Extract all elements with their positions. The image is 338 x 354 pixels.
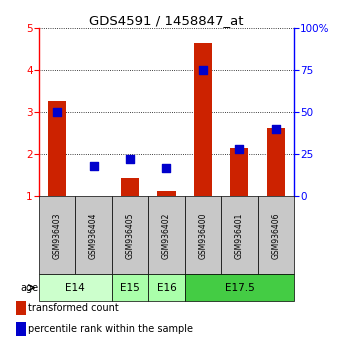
FancyBboxPatch shape: [39, 196, 75, 274]
Text: GSM936403: GSM936403: [53, 212, 62, 259]
Point: [54, 110, 60, 115]
FancyBboxPatch shape: [112, 196, 148, 274]
Text: GSM936401: GSM936401: [235, 212, 244, 259]
FancyBboxPatch shape: [39, 274, 112, 301]
Text: E14: E14: [66, 282, 85, 293]
Text: E17.5: E17.5: [224, 282, 254, 293]
Text: GSM936404: GSM936404: [89, 212, 98, 259]
Text: age: age: [20, 282, 38, 293]
FancyBboxPatch shape: [148, 274, 185, 301]
Bar: [17, 322, 26, 336]
Text: percentile rank within the sample: percentile rank within the sample: [28, 324, 193, 334]
FancyBboxPatch shape: [258, 196, 294, 274]
Text: GSM936405: GSM936405: [125, 212, 135, 259]
FancyBboxPatch shape: [148, 196, 185, 274]
FancyBboxPatch shape: [221, 196, 258, 274]
Bar: [267, 129, 285, 196]
Text: GSM936402: GSM936402: [162, 212, 171, 259]
FancyBboxPatch shape: [112, 274, 148, 301]
Title: GDS4591 / 1458847_at: GDS4591 / 1458847_at: [89, 14, 244, 27]
Bar: [194, 43, 212, 196]
Bar: [158, 192, 175, 196]
Point: [164, 165, 169, 171]
Bar: [230, 148, 248, 196]
Text: GSM936400: GSM936400: [198, 212, 208, 259]
Bar: [48, 101, 66, 196]
FancyBboxPatch shape: [185, 274, 294, 301]
Point: [91, 163, 96, 169]
Text: E16: E16: [156, 282, 176, 293]
FancyBboxPatch shape: [185, 196, 221, 274]
Text: E15: E15: [120, 282, 140, 293]
FancyBboxPatch shape: [75, 196, 112, 274]
Bar: [121, 178, 139, 196]
Text: GSM936406: GSM936406: [271, 212, 280, 259]
Point: [127, 156, 133, 162]
Point: [273, 126, 279, 132]
Point: [237, 147, 242, 152]
Text: transformed count: transformed count: [28, 303, 119, 313]
Point: [200, 68, 206, 73]
Bar: [17, 301, 26, 315]
